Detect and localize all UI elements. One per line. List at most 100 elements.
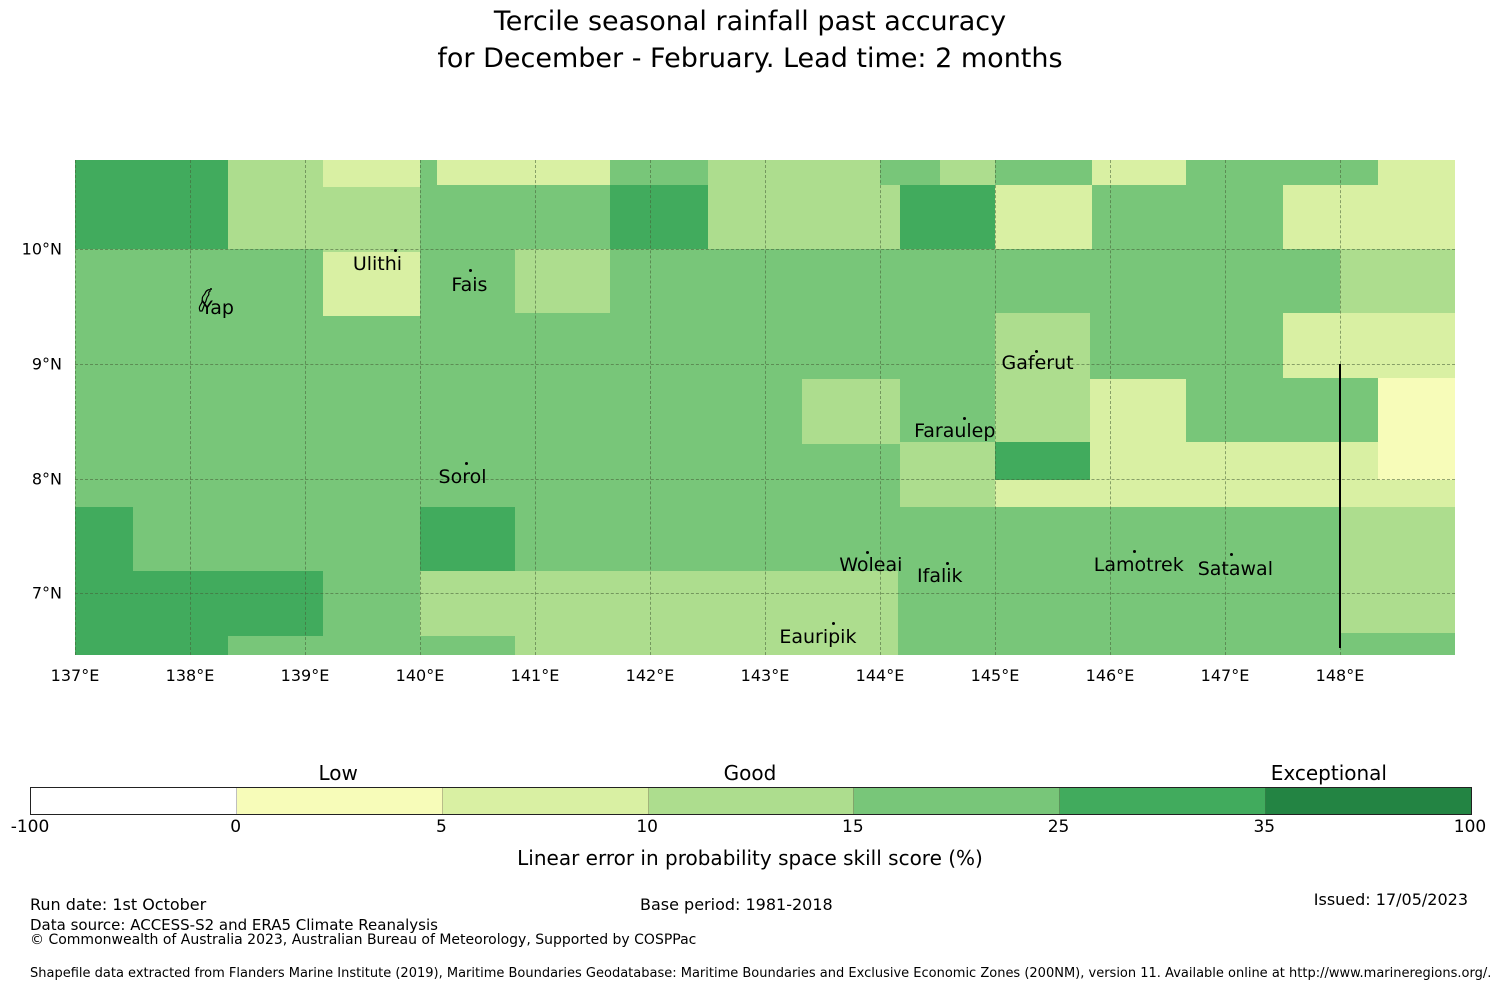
colorbar-axis-label: Linear error in probability space skill … — [517, 846, 983, 870]
x-axis-tick-label: 146°E — [1085, 666, 1135, 685]
island-marker-dot — [866, 550, 870, 554]
skill-grid-cell — [515, 249, 610, 314]
island-label: Gaferut — [1001, 351, 1074, 374]
island-marker-dot — [1229, 553, 1233, 557]
latitude-gridline — [75, 249, 1455, 250]
skill-grid-cell — [323, 160, 420, 188]
skill-grid-cell — [995, 441, 1091, 480]
longitude-gridline — [535, 160, 536, 655]
skill-grid-cell — [609, 184, 708, 249]
colorbar-segment — [31, 788, 237, 814]
island-marker-dot — [962, 416, 966, 420]
y-axis-tick-label: 9°N — [31, 354, 62, 374]
skill-grid-cell — [1090, 378, 1186, 508]
island-label: Ifalik — [917, 565, 963, 588]
colorbar-tick-label: 0 — [230, 817, 242, 837]
longitude-gridline — [190, 160, 191, 655]
longitude-gridline — [880, 160, 881, 655]
skill-grid-cell — [75, 160, 228, 249]
colorbar — [30, 787, 1472, 815]
x-axis-tick-label: 140°E — [395, 666, 445, 685]
skill-grid-cell — [801, 378, 900, 445]
island-label: Woleai — [839, 553, 903, 576]
x-axis-tick-label: 137°E — [50, 666, 100, 685]
skill-grid-cell — [1282, 313, 1455, 378]
latitude-gridline — [75, 478, 1455, 480]
base-period-text: Base period: 1981-2018 — [640, 895, 833, 914]
island-label: Faraulep — [914, 420, 996, 443]
skill-grid-cell — [515, 635, 899, 655]
colorbar-segment — [442, 788, 649, 814]
x-axis-tick-label: 142°E — [625, 666, 675, 685]
skill-grid-cell — [1340, 507, 1455, 634]
longitude-gridline — [305, 160, 306, 655]
colorbar-segment — [1060, 788, 1267, 814]
island-label: Sorol — [438, 466, 487, 489]
island-marker-dot — [1133, 549, 1136, 553]
colorbar-tick-label: 10 — [636, 817, 658, 837]
island-marker-dot — [945, 562, 949, 566]
x-axis-tick-label: 147°E — [1200, 666, 1250, 685]
island-marker-dot — [393, 249, 397, 252]
y-axis-tick-label: 7°N — [31, 583, 62, 603]
skill-grid-cell — [995, 184, 1092, 249]
island-marker-dot — [831, 621, 835, 625]
map-plot-area: Yap Ulithi Fais Gaferut Faraulep Sorol Woleai I… — [75, 160, 1455, 655]
colorbar-tick-label: 35 — [1253, 817, 1276, 837]
skill-grid-cell — [323, 252, 420, 316]
colorbar-region-label: Good — [723, 761, 777, 785]
longitude-gridline — [650, 160, 651, 655]
island-marker-dot — [464, 462, 468, 466]
island-label: Satawal — [1197, 558, 1273, 581]
skill-grid-cell — [939, 160, 995, 185]
colorbar-tick-label: 15 — [842, 817, 864, 837]
skill-grid-cell — [420, 507, 516, 572]
longitude-gridline — [420, 160, 421, 655]
island-label: Lamotrek — [1093, 553, 1184, 576]
data-source-text: Data source: ACCESS-S2 and ERA5 Climate … — [30, 916, 438, 934]
skill-grid-cell — [1091, 160, 1186, 185]
yap-island-shape — [196, 287, 216, 317]
colorbar-tick-label: 100 — [1453, 817, 1487, 837]
shapefile-attribution-text: Shapefile data extracted from Flanders M… — [30, 966, 1492, 981]
latitude-gridline — [75, 363, 1455, 365]
skill-grid-cell — [1377, 377, 1455, 480]
colorbar-segment — [648, 788, 855, 814]
skill-grid-cell — [899, 184, 995, 249]
x-axis-tick-label: 144°E — [855, 666, 905, 685]
island-label: Yap — [201, 296, 234, 319]
x-axis-tick-label: 143°E — [740, 666, 790, 685]
colorbar-tick-label: 5 — [436, 817, 447, 837]
chart-title-line1: Tercile seasonal rainfall past accuracy — [493, 6, 1007, 37]
skill-grid-cell — [1340, 249, 1455, 314]
skill-grid-cell — [707, 160, 880, 185]
maritime-boundary-line — [1339, 363, 1341, 649]
skill-grid-cell — [75, 635, 228, 655]
skill-grid-cell — [995, 313, 1091, 442]
skill-grid-cell — [1377, 160, 1455, 185]
island-marker-dot — [469, 268, 473, 272]
longitude-gridline — [1110, 160, 1111, 655]
island-marker-dot — [1035, 349, 1039, 353]
colorbar-tick-label: -100 — [10, 817, 50, 837]
skill-grid-cell — [995, 479, 1091, 508]
skill-grid-cell — [323, 187, 420, 253]
colorbar-region-label: Exceptional — [1270, 761, 1387, 785]
island-label: Eauripik — [779, 625, 857, 648]
skill-grid-cell — [420, 571, 899, 636]
colorbar-region-label: Low — [318, 761, 358, 785]
longitude-gridline — [1225, 160, 1226, 655]
x-axis-tick-label: 148°E — [1315, 666, 1365, 685]
chart-title-line2: for December - February. Lead time: 2 mo… — [437, 43, 1063, 74]
skill-grid-cell — [1282, 184, 1455, 249]
colorbar-tick-label: 25 — [1047, 817, 1070, 837]
skill-grid-cell — [707, 184, 900, 249]
x-axis-tick-label: 138°E — [165, 666, 215, 685]
run-date-text: Run date: 1st October — [30, 895, 207, 914]
longitude-gridline — [995, 160, 996, 655]
x-axis-tick-label: 145°E — [970, 666, 1020, 685]
skill-grid-cell — [227, 160, 324, 249]
island-label: Fais — [451, 273, 488, 296]
longitude-gridline — [75, 160, 76, 655]
